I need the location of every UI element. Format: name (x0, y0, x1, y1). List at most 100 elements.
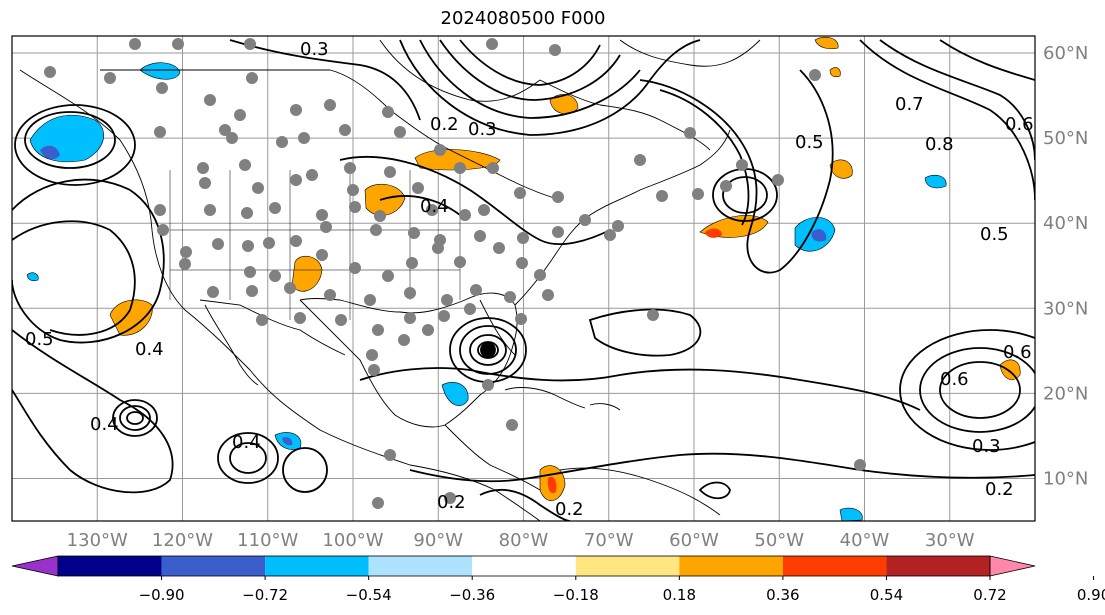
florida (479, 299, 516, 356)
contour-north-atlantic-2 (659, 89, 750, 226)
station-marker (534, 269, 546, 281)
station-marker (212, 238, 224, 250)
contour-label: 0.5 (795, 132, 824, 153)
contour-azores-1 (939, 361, 1021, 419)
blue-patch-gulf (441, 381, 469, 407)
contour-label: 0.6 (1003, 342, 1032, 363)
plot-title: 2024080500 F000 (440, 8, 606, 29)
lat-tick-label: 40°N (1043, 213, 1088, 234)
contour-pacific-high-1 (112, 399, 158, 437)
station-marker (634, 154, 646, 166)
red-patch-caribbean (547, 476, 557, 494)
station-marker (412, 182, 424, 194)
atlantic-coastline (514, 129, 731, 306)
coastlines (19, 39, 761, 521)
station-marker (454, 162, 466, 174)
blue-patch-south (839, 507, 863, 521)
station-marker (244, 38, 256, 50)
contour-label: 0.4 (232, 432, 261, 453)
station-marker (234, 109, 246, 121)
colorbar-tick-label: 0.18 (663, 586, 696, 604)
lon-tick-label: 50°W (754, 530, 804, 551)
contour-label: 0.6 (1005, 114, 1034, 135)
station-marker (204, 204, 216, 216)
contour-west-3 (12, 329, 174, 494)
lon-tick-label: 130°W (67, 530, 128, 551)
colorbar-segment (265, 556, 369, 576)
blue-patch-canary (924, 174, 947, 189)
greenland (619, 39, 761, 67)
station-marker (290, 104, 302, 116)
contour-tropics-2 (409, 452, 1035, 483)
station-marker (384, 449, 396, 461)
station-marker (154, 126, 166, 138)
orange-patch-west (109, 299, 153, 336)
colorbar-segment (58, 556, 162, 576)
contour-label: 0.7 (895, 94, 924, 115)
contour-south-2 (698, 481, 731, 500)
orange-patch-midwest (364, 183, 406, 216)
contour-label: 0.4 (420, 196, 449, 217)
station-marker (269, 270, 281, 282)
station-marker (404, 287, 416, 299)
station-marker (246, 285, 258, 297)
colorbar-segment (575, 556, 680, 576)
station-marker (276, 136, 288, 148)
station-marker (157, 224, 169, 236)
station-marker (306, 169, 318, 181)
station-markers (44, 38, 866, 509)
contour-azores-3 (899, 329, 1035, 451)
station-marker (339, 124, 351, 136)
contour-nw-low (24, 111, 116, 169)
station-marker (517, 232, 529, 244)
contour-east-3 (939, 39, 1035, 81)
contour-label: 0.2 (985, 479, 1014, 500)
station-marker (464, 303, 476, 315)
station-marker (241, 207, 253, 219)
lon-tick-label: 70°W (584, 530, 634, 551)
station-marker (486, 38, 498, 50)
station-marker (199, 177, 211, 189)
contour-hurricane-4 (477, 341, 499, 359)
colorbar-tick-label: 0.36 (766, 586, 799, 604)
station-marker (239, 159, 251, 171)
station-marker (684, 127, 696, 139)
purple-patch-atlantic (811, 229, 827, 242)
gulf-coastline (299, 292, 518, 428)
contour-central-1 (229, 39, 421, 121)
station-marker (426, 204, 438, 216)
contour-label: 0.4 (135, 339, 164, 360)
contour-north-atlantic-1 (639, 69, 834, 274)
station-marker (552, 191, 564, 203)
station-marker (398, 334, 410, 346)
station-marker (438, 310, 450, 322)
station-marker (422, 324, 434, 336)
station-marker (364, 294, 376, 306)
station-marker (474, 230, 486, 242)
contour-south-1 (479, 488, 571, 521)
contour-labrador-2 (419, 39, 641, 119)
station-marker (242, 240, 254, 252)
contour-east-1 (859, 39, 1035, 201)
station-marker (459, 209, 471, 221)
station-marker (372, 497, 384, 509)
station-marker (506, 419, 518, 431)
us-canada-border (100, 69, 561, 201)
contour-atlantic-low (722, 176, 768, 214)
station-marker (854, 459, 866, 471)
lon-tick-label: 120°W (152, 530, 213, 551)
station-marker (408, 227, 420, 239)
station-marker (294, 312, 306, 324)
station-marker (246, 72, 258, 84)
orange-patch-mid-atlantic (829, 159, 853, 179)
orange-patch-north-atlantic (814, 36, 839, 50)
shaded-fields (26, 36, 1021, 521)
station-marker (335, 314, 347, 326)
contour-east-2 (879, 39, 1035, 161)
station-marker (384, 166, 396, 178)
contour-labels: 0.3 0.2 0.3 0.4 0.5 0.4 0.4 0.2 0.2 0.6 … (25, 39, 1034, 520)
station-marker (720, 180, 732, 192)
contour-label: 0.2 (555, 499, 584, 520)
station-marker (382, 270, 394, 282)
